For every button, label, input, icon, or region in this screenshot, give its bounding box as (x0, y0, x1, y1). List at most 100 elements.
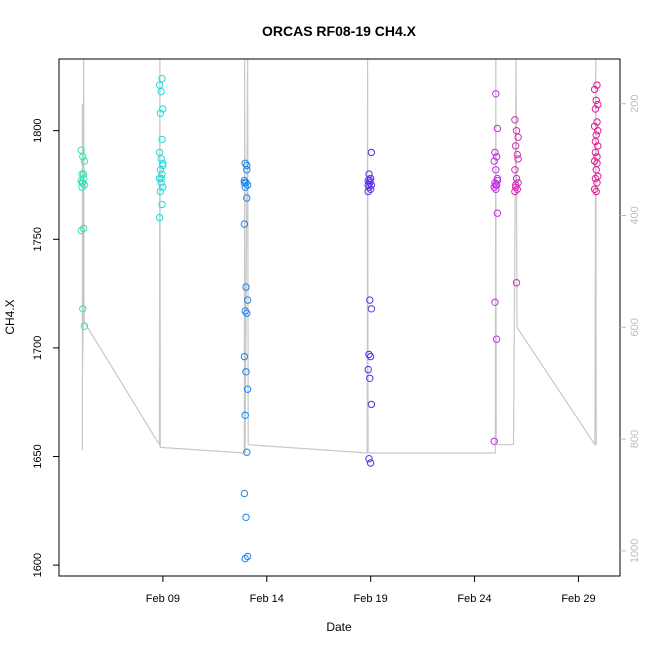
data-point (159, 161, 167, 170)
y-tick-label: 1650 (32, 444, 44, 468)
data-point (365, 350, 373, 359)
y-tick-label: 1800 (32, 118, 44, 142)
data-point (364, 365, 372, 374)
data-point (512, 181, 520, 189)
data-point (591, 148, 600, 157)
data-point (156, 166, 165, 174)
data-point (591, 105, 600, 113)
data-point (490, 437, 498, 445)
data-point (243, 448, 251, 456)
data-point (242, 283, 250, 291)
data-point (157, 174, 165, 183)
pressure-trace-layer (81, 58, 597, 454)
data-point (78, 179, 86, 187)
data-point (594, 142, 602, 150)
data-point (156, 109, 165, 118)
data-point (243, 161, 251, 170)
data-point (158, 200, 166, 209)
data-point (155, 213, 164, 222)
data-point (242, 513, 250, 521)
data-point (243, 385, 252, 393)
data-point (513, 185, 521, 194)
plot-frame (58, 58, 621, 577)
data-point (365, 170, 373, 178)
x-tick-label: Feb 14 (250, 593, 284, 605)
y-axis-right: 200 400 600 800 1000 (620, 95, 641, 563)
data-point (493, 124, 502, 133)
data-point (159, 159, 167, 168)
x-tick-label: Feb 24 (457, 593, 491, 605)
data-point (366, 459, 375, 467)
y2-tick-label: 1000 (629, 539, 641, 563)
data-point (240, 179, 249, 187)
x-tick-label: Feb 19 (354, 593, 388, 605)
chart-title: ORCAS RF08-19 CH4.X (262, 23, 417, 39)
data-point (240, 220, 249, 228)
data-point (511, 116, 519, 124)
data-point (157, 87, 165, 96)
data-point (240, 489, 249, 498)
y2-tick-label: 200 (629, 95, 641, 113)
data-point (367, 305, 376, 313)
data-point (590, 185, 599, 194)
data-point (240, 352, 249, 361)
data-point (514, 155, 522, 163)
data-point (492, 90, 500, 98)
x-tick-label: Feb 09 (146, 593, 180, 605)
data-point (512, 279, 521, 287)
data-point (241, 554, 249, 563)
x-axis: Feb 09 Feb 14 Feb 19 Feb 24 Feb 29 (146, 576, 596, 605)
data-point (79, 153, 87, 161)
y2-tick-label: 600 (629, 318, 641, 336)
data-point (241, 307, 249, 315)
y-tick-label: 1750 (32, 227, 44, 251)
data-point (590, 157, 599, 165)
data-point (514, 133, 522, 141)
data-point (366, 185, 375, 194)
data-point (492, 166, 500, 174)
x-axis-label: Date (326, 620, 352, 634)
data-point (367, 400, 376, 409)
data-point (158, 74, 166, 83)
data-point (491, 298, 499, 306)
data-point (78, 183, 86, 191)
data-point (366, 296, 374, 304)
pressure-line (81, 58, 597, 454)
data-point (364, 181, 372, 189)
data-point (591, 137, 600, 146)
y-axis-left: 1600 1650 1700 1750 1800 (32, 118, 59, 577)
data-point (80, 322, 89, 330)
data-point (592, 96, 600, 105)
data-point (156, 187, 165, 196)
data-point (158, 170, 166, 178)
data-point (241, 183, 249, 191)
data-point (79, 305, 87, 313)
data-points-layer (77, 74, 602, 563)
data-point (492, 185, 500, 194)
y-tick-label: 1700 (32, 336, 44, 360)
data-point (366, 374, 374, 382)
data-point (366, 352, 375, 361)
data-point (367, 148, 376, 157)
data-point (592, 187, 600, 196)
data-point (243, 552, 252, 561)
data-point (512, 142, 520, 150)
data-point (492, 181, 500, 189)
data-point (159, 105, 167, 113)
y-tick-label: 1600 (32, 553, 44, 577)
data-point (158, 135, 166, 144)
data-point (241, 411, 249, 419)
data-point (591, 174, 600, 183)
data-point (490, 157, 498, 165)
data-point (493, 209, 502, 217)
data-point (593, 159, 601, 168)
data-point (243, 194, 251, 202)
data-point (490, 183, 498, 191)
data-point (593, 81, 601, 89)
data-point (79, 224, 88, 233)
data-point (594, 100, 602, 109)
data-point (492, 335, 501, 343)
data-point (367, 181, 376, 189)
data-point (493, 176, 502, 185)
y2-tick-label: 800 (629, 430, 641, 448)
